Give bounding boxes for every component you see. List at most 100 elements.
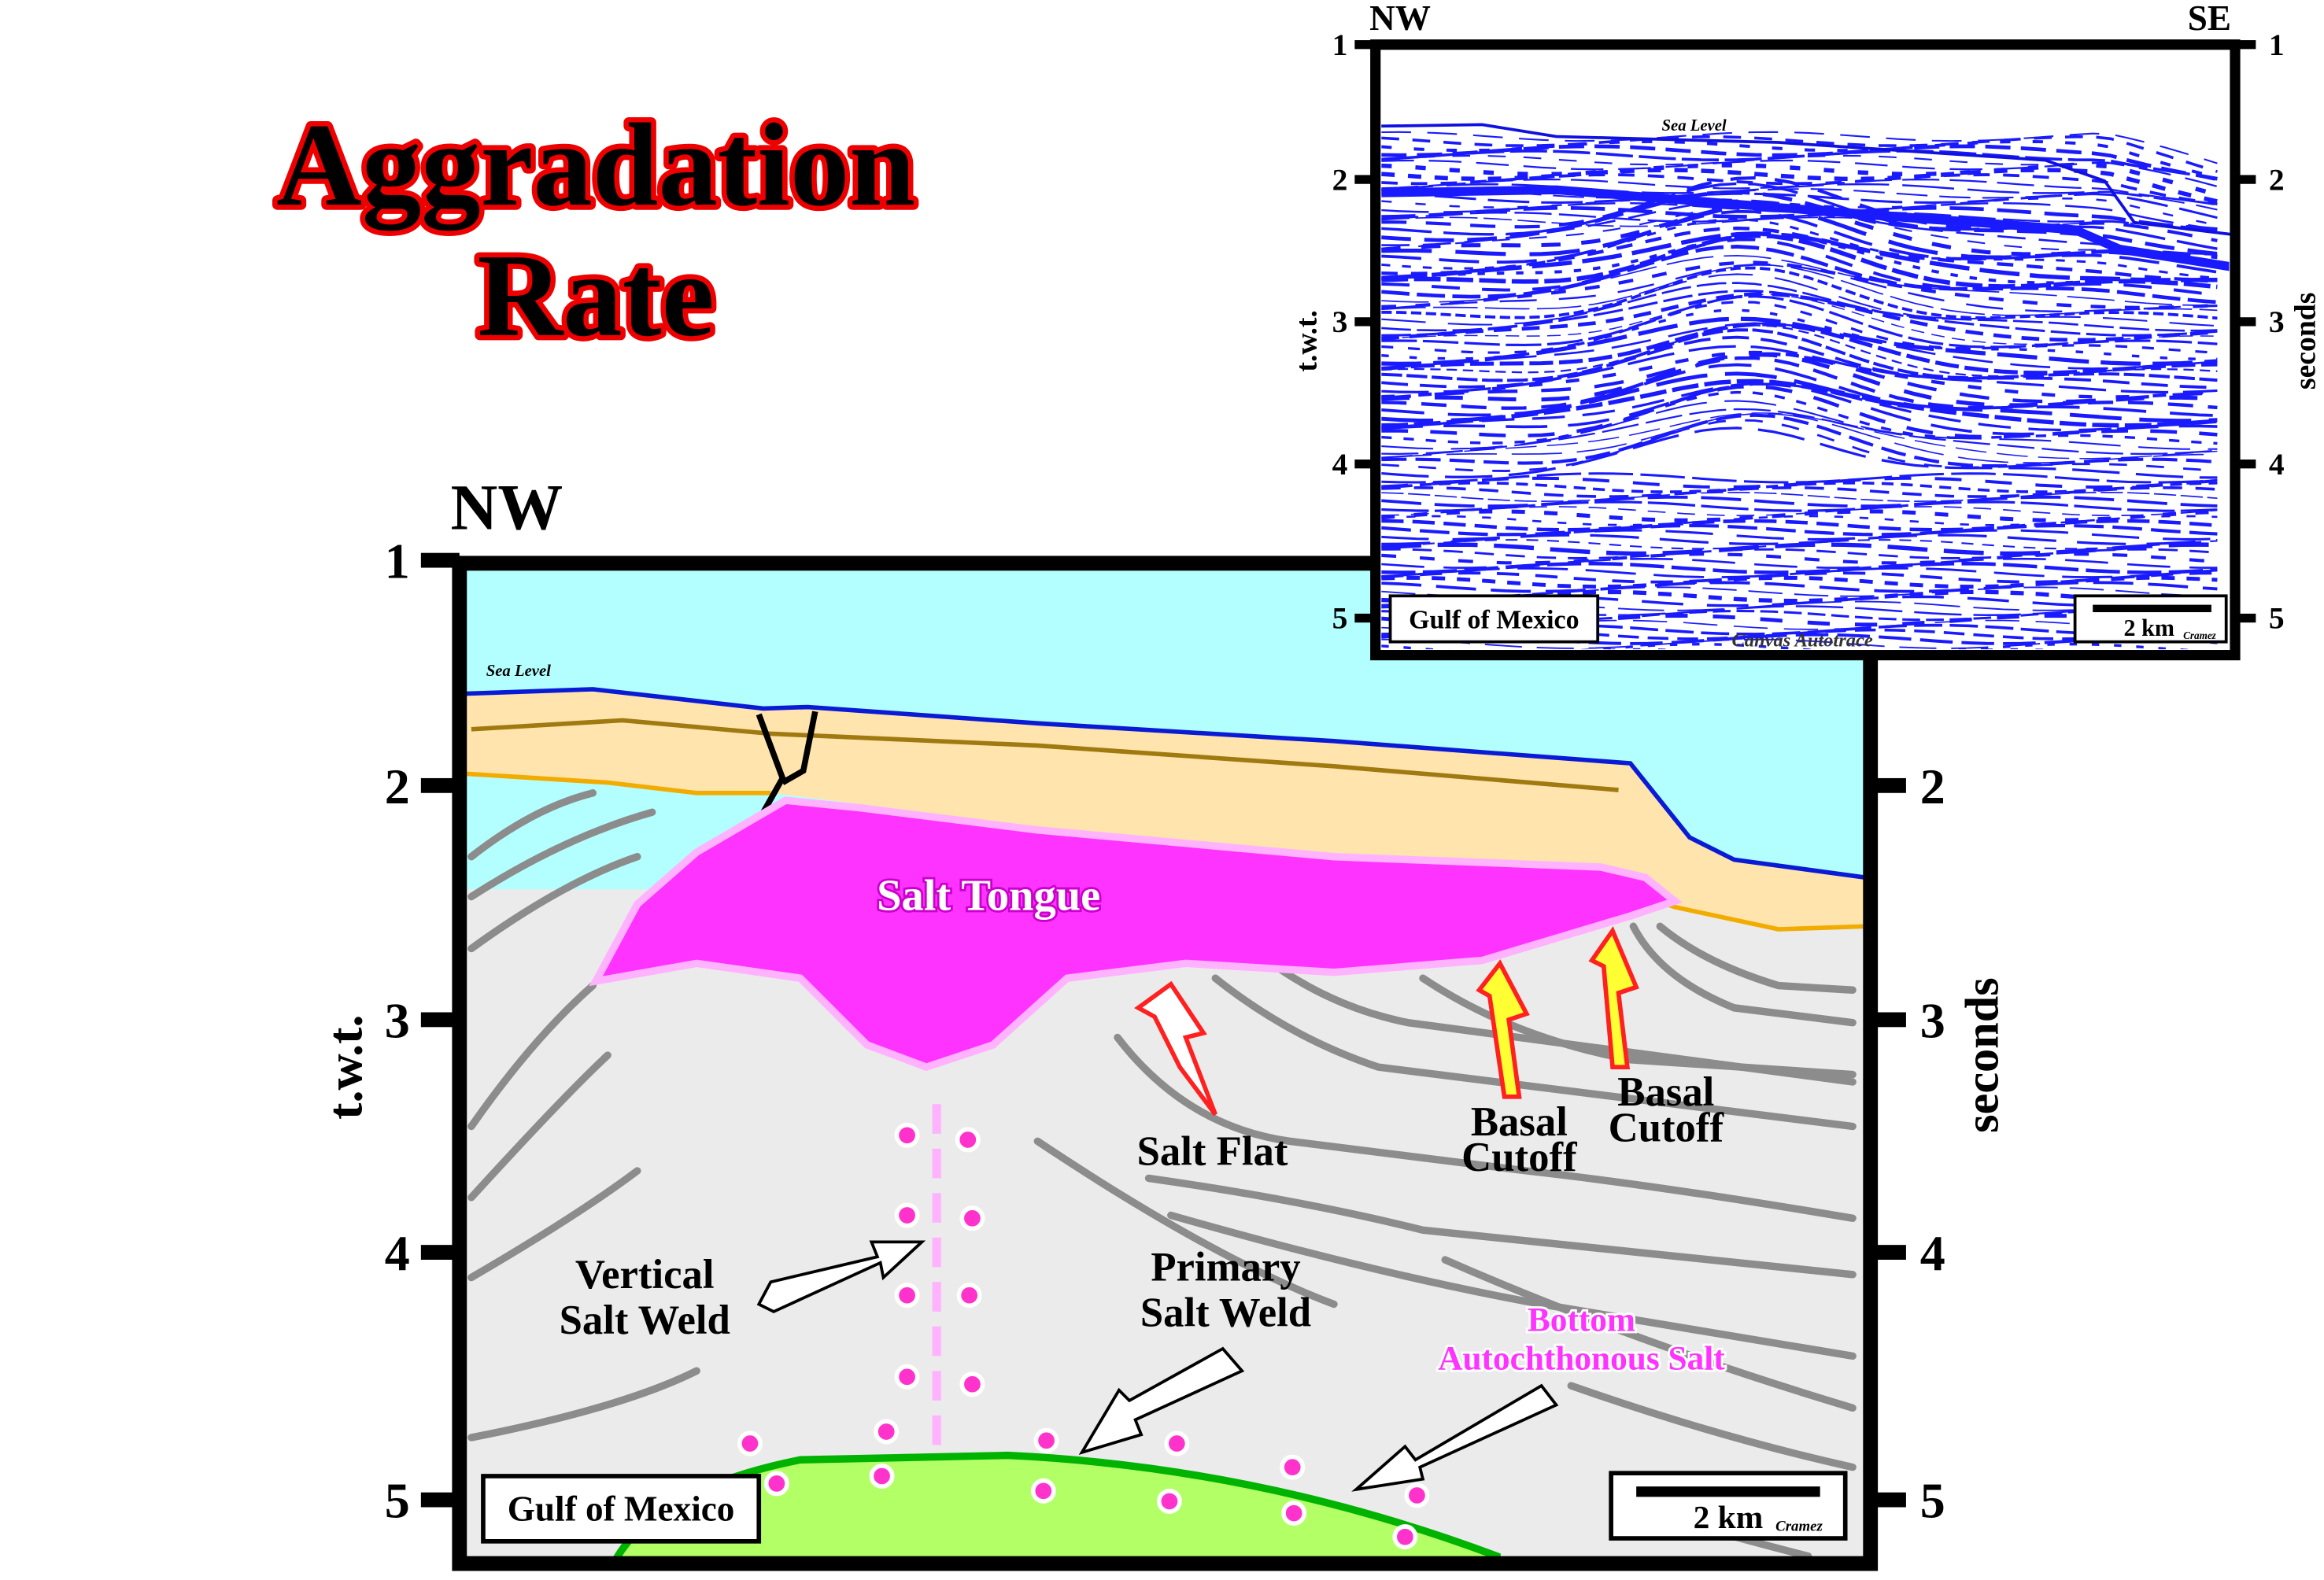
weld-dot (894, 1202, 920, 1228)
arrow (1588, 926, 1639, 1070)
weld-dot (1164, 1430, 1190, 1456)
weld-dots (737, 1122, 1430, 1550)
seismic-reflector (1381, 523, 2218, 537)
seismic-reflector (1381, 316, 2218, 367)
reflector (467, 1051, 611, 1202)
reflector (1167, 1211, 1857, 1360)
weld-dot (869, 1463, 895, 1489)
weld-dot (763, 1471, 789, 1497)
weld-dot (1280, 1454, 1306, 1480)
tick-mark (1870, 1012, 1906, 1028)
seismic-reflector (1381, 131, 2218, 164)
tick-mark (1354, 40, 1376, 50)
seismic-reflector (1381, 178, 2218, 205)
weld-dot (1281, 1501, 1307, 1526)
seismic-reflector (1381, 571, 2218, 584)
tick-label: 1 (2269, 28, 2285, 62)
tick-mark (2235, 175, 2256, 184)
tick-label: 5 (2269, 601, 2285, 636)
sea-floor (465, 687, 1865, 880)
tick-label: 1 (385, 533, 410, 589)
seismic-reflector (1381, 328, 2218, 382)
seismic-reflector (1381, 491, 2218, 502)
reflector (1211, 974, 1857, 1131)
weld-dot (894, 1364, 920, 1390)
tick-label: 3 (1332, 305, 1348, 339)
primary-weld-label: Salt Weld (1140, 1290, 1311, 1336)
seismic-reflector (1381, 218, 2218, 280)
seismic-reflector (1381, 472, 2218, 484)
watermark: Canvas Autotrace (1731, 629, 1872, 651)
basal-cutoff-label: Basal (1617, 1069, 1714, 1115)
seismic-reflector (1381, 209, 2218, 274)
tick-label: 2 (2269, 162, 2285, 197)
salt-flat-label: Salt Flat (1137, 1128, 1288, 1174)
direction-label: NW (1369, 0, 1431, 38)
tick-label: 4 (1920, 1225, 1945, 1281)
tick-mark (2235, 317, 2256, 327)
seismic-reflector (1381, 561, 2218, 574)
axis-ticks: 1 2 3 4 5 2 3 4 5 (385, 533, 1945, 1529)
salt-tongue (589, 796, 1683, 1072)
weld-dot (874, 1419, 900, 1445)
seismic-reflector (1381, 412, 2218, 464)
weld-dot (1030, 1478, 1056, 1504)
seismic-image (1381, 131, 2230, 650)
tick-mark (420, 1245, 460, 1261)
seismic-reflector (1381, 290, 2218, 337)
location-label: Gulf of Mexico (508, 1489, 735, 1528)
arrow (1134, 980, 1217, 1117)
reflector (467, 853, 641, 953)
tick-mark (2235, 40, 2256, 50)
seismic-reflector (1381, 150, 2218, 180)
reflector (1033, 1137, 1338, 1309)
reflector (467, 808, 656, 901)
inset-frame (1370, 39, 2241, 661)
seismic-reflector (1381, 519, 2218, 532)
seismic-reflector (1381, 144, 2218, 181)
tick-mark (420, 1492, 460, 1508)
weld-dot (956, 1283, 982, 1309)
location-box (481, 1474, 762, 1544)
seismic-reflector (1381, 205, 2218, 231)
seismic-reflector (1381, 185, 2230, 271)
seismic-reflector (1381, 353, 2218, 408)
tick-label: 2 (1920, 759, 1945, 814)
reflector (467, 981, 597, 1131)
basal-cutoff-label: Basal (1471, 1099, 1568, 1145)
seismic-reflector (1381, 301, 2218, 355)
tick-mark (1870, 1492, 1906, 1508)
seismic-reflector (1381, 500, 2218, 512)
seismic-reflector (1381, 322, 2218, 375)
reflector (1656, 922, 1857, 994)
sea-level-label: Sea Level (486, 663, 551, 680)
seismic-reflector (1381, 231, 2218, 282)
tick-label: 4 (2269, 447, 2285, 482)
weld-dot (955, 1127, 981, 1153)
scale-label: 2 km (1694, 1499, 1764, 1535)
seismic-reflector (1381, 619, 2218, 630)
title-line: Aggradation (276, 99, 915, 231)
arrow (1078, 1346, 1245, 1456)
seismic-reflector (1381, 356, 2218, 410)
scale-box (1609, 1471, 1848, 1541)
reflector (467, 1167, 641, 1282)
tick-label: 2 (1332, 162, 1348, 197)
reflector (1567, 1382, 1857, 1471)
seismic-reflector (1381, 486, 2218, 498)
autochthonous-label: Bottom (1528, 1301, 1635, 1338)
arrow (1351, 1383, 1559, 1492)
primary-weld-label: Primary (1151, 1244, 1300, 1290)
seismic-reflector (1381, 413, 2218, 468)
tick-mark (1354, 175, 1376, 184)
frame (452, 556, 1879, 1571)
seismic-reflector (1381, 264, 2218, 316)
seismic-reflector (1381, 345, 2218, 394)
fault (756, 711, 818, 814)
scale-label: 2 km (2124, 615, 2174, 641)
tick-label: 4 (385, 1225, 410, 1281)
y-axis-label: t.w.t. (317, 1014, 373, 1119)
axis-ticks: 1 2 3 4 5 1 2 3 4 5 (1332, 28, 2285, 636)
seismic-reflector (1381, 476, 2218, 489)
seismic-reflector (1381, 205, 2218, 266)
